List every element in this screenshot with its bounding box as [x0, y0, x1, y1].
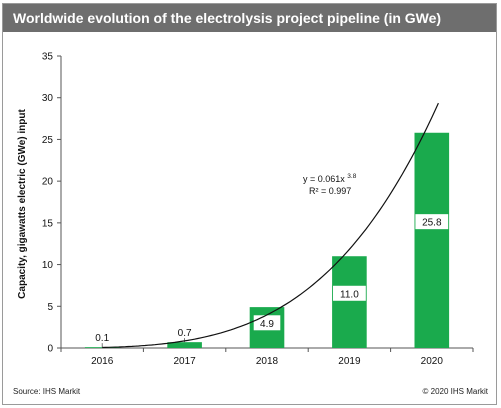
chart-title: Worldwide evolution of the electrolysis …	[13, 10, 442, 26]
y-axis-label: Capacity, gigawatts electric (GWe) input	[17, 108, 28, 298]
data-label: 0.7	[178, 328, 192, 339]
data-label-box	[415, 214, 449, 230]
plot-area: 0 5 10 15 20 25 30 35 2016 0.1 2017 0.7 2018 4.9 2019 1…	[42, 52, 474, 367]
x-tick-label: 2019	[338, 356, 361, 367]
bar-2017	[167, 342, 202, 348]
trendline-equation: y = 0.061x 3.8	[303, 173, 357, 184]
bar-2020	[414, 132, 450, 348]
y-tick-label: 5	[47, 302, 53, 313]
title-bar: Worldwide evolution of the electrolysis …	[3, 4, 496, 32]
trendline-r2: R² = 0.997	[309, 186, 351, 196]
x-tick-label: 2016	[91, 356, 114, 367]
trendline-curve	[102, 102, 439, 349]
x-tick-label: 2020	[421, 356, 444, 367]
source-note: Source: IHS Markit	[13, 387, 81, 396]
data-label-box	[253, 315, 281, 331]
data-label: 4.9	[260, 319, 274, 330]
bar-2019	[332, 256, 367, 348]
y-tick-label: 25	[42, 135, 54, 146]
x-tick-label: 2018	[256, 356, 279, 367]
chart-svg: Capacity, gigawatts electric (GWe) input…	[17, 52, 474, 367]
y-tick-label: 20	[42, 177, 54, 188]
y-tick-label: 0	[47, 344, 53, 355]
chart-panel: Worldwide evolution of the electrolysis …	[2, 3, 497, 405]
y-tick-label: 30	[42, 93, 54, 104]
copyright-note: © 2020 IHS Markit	[422, 387, 488, 396]
y-tick-label: 15	[42, 218, 54, 229]
data-label: 0.1	[95, 333, 109, 344]
data-label: 25.8	[422, 218, 442, 229]
data-label-box	[333, 285, 366, 301]
x-tick-label: 2017	[173, 356, 196, 367]
data-label: 11.0	[340, 289, 359, 300]
y-tick-label: 10	[42, 260, 54, 271]
trendline-equation-base: y = 0.061x	[303, 174, 345, 184]
y-tick-label: 35	[42, 52, 54, 63]
trendline-equation-exponent: 3.8	[347, 173, 356, 180]
bar-2016	[84, 347, 120, 348]
